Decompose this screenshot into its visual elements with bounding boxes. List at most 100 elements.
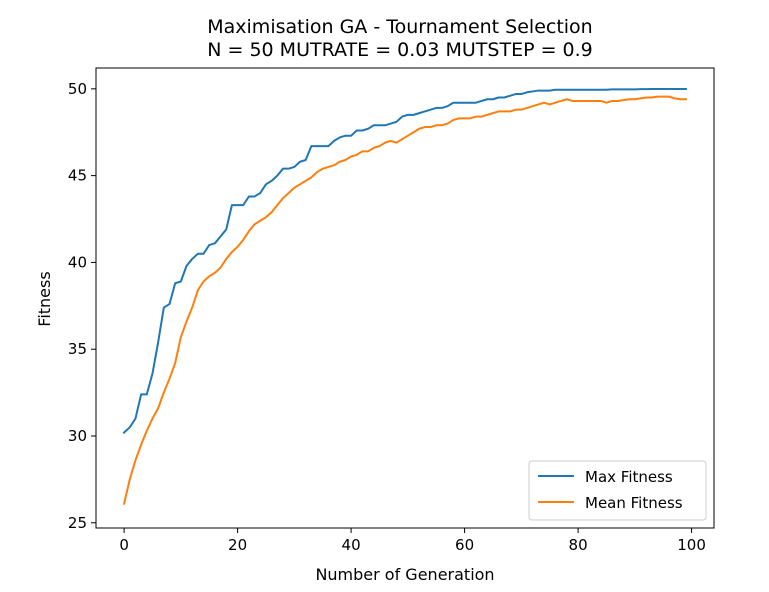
data-point-mean-fitness (503, 110, 505, 112)
data-point-max-fitness (446, 105, 448, 107)
data-point-mean-fitness (429, 126, 431, 128)
data-point-mean-fitness (435, 124, 437, 126)
data-point-mean-fitness (299, 183, 301, 185)
x-tick-label: 20 (228, 536, 247, 554)
data-point-mean-fitness (611, 100, 613, 102)
data-point-mean-fitness (401, 138, 403, 140)
data-point-mean-fitness (344, 159, 346, 161)
data-point-mean-fitness (316, 171, 318, 173)
data-point-max-fitness (526, 91, 528, 93)
data-point-max-fitness (390, 122, 392, 124)
x-tick-label: 0 (119, 536, 129, 554)
x-tick-label: 40 (342, 536, 361, 554)
data-point-max-fitness (293, 166, 295, 168)
data-point-max-fitness (480, 100, 482, 102)
data-point-max-fitness (236, 204, 238, 206)
data-point-mean-fitness (594, 100, 596, 102)
data-point-max-fitness (322, 145, 324, 147)
data-point-max-fitness (350, 135, 352, 137)
data-point-mean-fitness (265, 216, 267, 218)
data-point-mean-fitness (662, 95, 664, 97)
data-point-mean-fitness (514, 108, 516, 110)
data-point-mean-fitness (180, 336, 182, 338)
data-point-mean-fitness (361, 150, 363, 152)
data-point-max-fitness (197, 253, 199, 255)
data-point-mean-fitness (673, 97, 675, 99)
data-point-mean-fitness (509, 110, 511, 112)
data-point-max-fitness (668, 88, 670, 90)
series-line-max-fitness (122, 88, 687, 434)
data-point-mean-fitness (373, 147, 375, 149)
data-point-mean-fitness (622, 99, 624, 101)
data-point-max-fitness (174, 282, 176, 284)
data-point-mean-fitness (140, 443, 142, 445)
data-point-max-fitness (435, 107, 437, 109)
data-point-max-fitness (458, 102, 460, 104)
data-point-mean-fitness (322, 167, 324, 169)
data-point-max-fitness (554, 89, 556, 91)
data-point-max-fitness (622, 88, 624, 90)
data-point-mean-fitness (543, 102, 545, 104)
data-point-max-fitness (248, 195, 250, 197)
data-point-max-fitness (429, 108, 431, 110)
chart-subtitle: N = 50 MUTRATE = 0.03 MUTSTEP = 0.9 (207, 39, 593, 61)
data-point-max-fitness (679, 88, 681, 90)
data-point-max-fitness (384, 124, 386, 126)
data-point-mean-fitness (242, 239, 244, 241)
data-point-mean-fitness (327, 166, 329, 168)
data-point-max-fitness (463, 102, 465, 104)
data-point-max-fitness (401, 115, 403, 117)
data-point-max-fitness (566, 89, 568, 91)
data-point-max-fitness (600, 89, 602, 91)
plot-frame (95, 67, 715, 529)
data-point-max-fitness (163, 306, 165, 308)
data-point-max-fitness (412, 114, 414, 116)
data-point-max-fitness (191, 258, 193, 260)
data-point-max-fitness (577, 89, 579, 91)
data-point-mean-fitness (600, 100, 602, 102)
data-point-mean-fitness (248, 230, 250, 232)
data-point-max-fitness (503, 96, 505, 98)
data-point-mean-fitness (151, 417, 153, 419)
data-point-max-fitness (634, 88, 636, 90)
data-point-mean-fitness (270, 211, 272, 213)
data-point-max-fitness (140, 393, 142, 395)
y-axis-ticks: 25 30 35 40 45 50 (68, 80, 96, 532)
data-point-max-fitness (339, 136, 341, 138)
data-point-mean-fitness (219, 266, 221, 268)
data-point-mean-fitness (339, 161, 341, 163)
data-point-mean-fitness (367, 150, 369, 152)
data-point-max-fitness (651, 88, 653, 90)
data-point-mean-fitness (480, 115, 482, 117)
data-point-mean-fitness (163, 391, 165, 393)
data-point-max-fitness (662, 88, 664, 90)
data-point-max-fitness (628, 88, 630, 90)
data-point-max-fitness (514, 93, 516, 95)
data-point-max-fitness (356, 129, 358, 131)
data-point-max-fitness (134, 417, 136, 419)
y-tick-label: 50 (68, 80, 87, 98)
data-point-mean-fitness (282, 197, 284, 199)
legend: Max Fitness Mean Fitness (528, 460, 707, 521)
data-point-mean-fitness (304, 180, 306, 182)
data-point-mean-fitness (378, 145, 380, 147)
data-point-mean-fitness (333, 164, 335, 166)
data-point-max-fitness (520, 93, 522, 95)
y-tick-label: 40 (68, 253, 87, 271)
data-point-max-fitness (441, 107, 443, 109)
data-point-mean-fitness (390, 140, 392, 142)
data-point-mean-fitness (531, 105, 533, 107)
data-point-max-fitness (304, 159, 306, 161)
data-point-mean-fitness (486, 114, 488, 116)
data-point-mean-fitness (174, 362, 176, 364)
data-point-mean-fitness (202, 280, 204, 282)
data-point-mean-fitness (384, 141, 386, 143)
data-point-max-fitness (378, 124, 380, 126)
data-point-mean-fitness (679, 98, 681, 100)
data-point-max-fitness (475, 102, 477, 104)
data-point-mean-fitness (446, 122, 448, 124)
data-point-mean-fitness (583, 100, 585, 102)
data-point-max-fitness (282, 167, 284, 169)
data-point-max-fitness (180, 280, 182, 282)
data-point-max-fitness (424, 110, 426, 112)
